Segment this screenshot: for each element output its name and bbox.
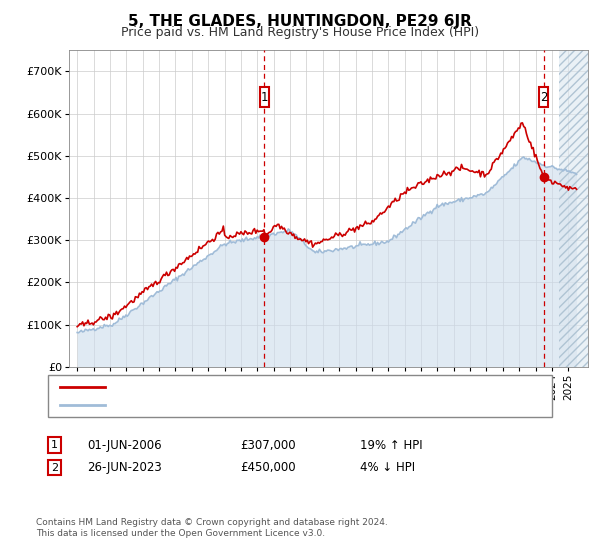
Text: 1: 1 <box>260 91 268 104</box>
FancyBboxPatch shape <box>539 87 548 108</box>
Text: 2: 2 <box>51 463 58 473</box>
Text: 4% ↓ HPI: 4% ↓ HPI <box>360 461 415 474</box>
Text: 5, THE GLADES, HUNTINGDON, PE29 6JR: 5, THE GLADES, HUNTINGDON, PE29 6JR <box>128 14 472 29</box>
Text: This data is licensed under the Open Government Licence v3.0.: This data is licensed under the Open Gov… <box>36 529 325 538</box>
Text: 2: 2 <box>540 91 547 104</box>
Text: £307,000: £307,000 <box>240 438 296 452</box>
Bar <box>559 50 588 367</box>
Text: £450,000: £450,000 <box>240 461 296 474</box>
Text: 01-JUN-2006: 01-JUN-2006 <box>87 438 161 452</box>
FancyBboxPatch shape <box>260 87 269 108</box>
Text: 1: 1 <box>51 440 58 450</box>
Text: 26-JUN-2023: 26-JUN-2023 <box>87 461 162 474</box>
Text: 5, THE GLADES, HUNTINGDON, PE29 6JR (detached house): 5, THE GLADES, HUNTINGDON, PE29 6JR (det… <box>111 382 439 392</box>
Text: 19% ↑ HPI: 19% ↑ HPI <box>360 438 422 452</box>
Text: Price paid vs. HM Land Registry's House Price Index (HPI): Price paid vs. HM Land Registry's House … <box>121 26 479 39</box>
Text: HPI: Average price, detached house, Huntingdonshire: HPI: Average price, detached house, Hunt… <box>111 400 410 410</box>
Text: Contains HM Land Registry data © Crown copyright and database right 2024.: Contains HM Land Registry data © Crown c… <box>36 518 388 527</box>
